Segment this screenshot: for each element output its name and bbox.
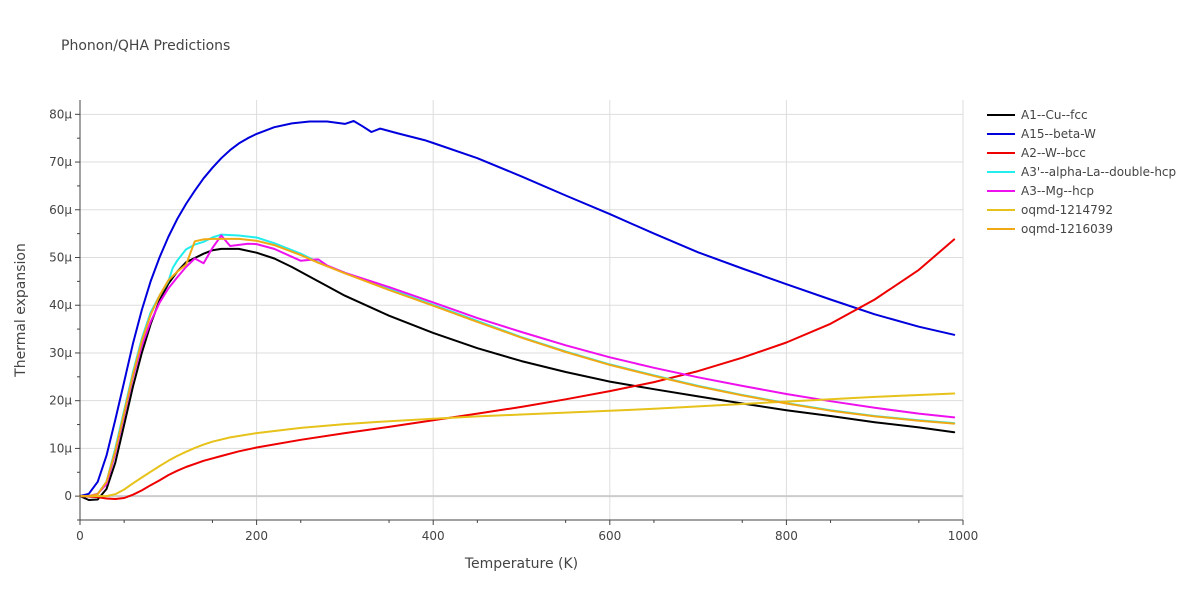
y-tick-label: 80μ	[49, 107, 72, 121]
legend-label: oqmd-1214792	[1021, 203, 1113, 217]
y-tick-label: 0	[64, 489, 72, 503]
y-tick-label: 40μ	[49, 298, 72, 312]
legend-label: A1--Cu--fcc	[1021, 108, 1088, 122]
y-tick-label: 10μ	[49, 441, 72, 455]
legend-item[interactable]: A15--beta-W	[987, 127, 1096, 141]
y-tick-label: 20μ	[49, 394, 72, 408]
y-tick-label: 30μ	[49, 346, 72, 360]
x-axis-ticks: 0 200 400 600 800 1000	[76, 520, 978, 543]
grid	[80, 100, 964, 520]
x-tick-label: 0	[76, 529, 84, 543]
y-axis-title: Thermal expansion	[13, 243, 29, 378]
legend-item[interactable]: A2--W--bcc	[987, 146, 1086, 160]
x-tick-label: 600	[598, 529, 621, 543]
series-line-a15-beta-w	[79, 120, 956, 498]
x-tick-label: 200	[245, 529, 268, 543]
legend-label: A2--W--bcc	[1021, 146, 1086, 160]
x-tick-label: 1000	[948, 529, 979, 543]
legend-label: A3--Mg--hcp	[1021, 184, 1094, 198]
legend-label: A3'--alpha-La--double-hcp	[1021, 165, 1176, 179]
x-axis-title: Temperature (K)	[464, 556, 578, 572]
legend-label: oqmd-1216039	[1021, 222, 1113, 236]
legend-item[interactable]: A1--Cu--fcc	[987, 108, 1088, 122]
series-line-a3-mg-hcp	[79, 234, 956, 498]
y-tick-label: 70μ	[49, 155, 72, 169]
series-line-oqmd-1214792	[79, 392, 956, 498]
legend[interactable]: A1--Cu--fcc A15--beta-W A2--W--bcc A3'--alp…	[987, 108, 1176, 236]
legend-item[interactable]: A3--Mg--hcp	[987, 184, 1094, 198]
legend-item[interactable]: oqmd-1216039	[987, 222, 1113, 236]
series-line-a2-w-bcc	[79, 238, 956, 500]
legend-item[interactable]: A3'--alpha-La--double-hcp	[987, 165, 1176, 179]
x-tick-label: 800	[775, 529, 798, 543]
series-line-oqmd-1216039	[79, 237, 956, 498]
y-tick-label: 50μ	[49, 251, 72, 265]
series-line-a3-alpha-la-double-hcp	[79, 233, 956, 498]
y-tick-label: 60μ	[49, 203, 72, 217]
plot-lines	[79, 120, 956, 501]
x-tick-label: 400	[422, 529, 445, 543]
legend-label: A15--beta-W	[1021, 127, 1096, 141]
legend-item[interactable]: oqmd-1214792	[987, 203, 1113, 217]
chart-title: Phonon/QHA Predictions	[61, 38, 230, 54]
series-line-a1-cu-fcc	[79, 247, 956, 501]
y-axis-ticks: 0 10μ 20μ 30μ 40μ 50μ 60μ 70μ 80μ	[49, 107, 80, 521]
